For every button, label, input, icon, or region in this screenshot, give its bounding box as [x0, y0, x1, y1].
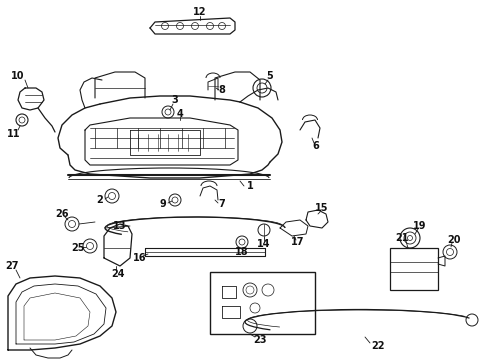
Text: 25: 25 [71, 243, 85, 253]
Text: 17: 17 [291, 237, 305, 247]
Text: 9: 9 [160, 199, 167, 209]
Bar [390, 248, 438, 290]
Text: 12: 12 [193, 7, 207, 17]
Text: 4: 4 [176, 109, 183, 119]
Text: 6: 6 [313, 141, 319, 151]
Text: 20: 20 [447, 235, 461, 245]
Text: 5: 5 [267, 71, 273, 81]
Text: 11: 11 [7, 129, 21, 139]
Text: 14: 14 [257, 239, 271, 249]
Text: 10: 10 [11, 71, 25, 81]
Text: 23: 23 [253, 335, 267, 345]
Text: 26: 26 [55, 209, 69, 219]
Text: 21: 21 [395, 233, 409, 243]
Text: 24: 24 [111, 269, 125, 279]
Text: 27: 27 [5, 261, 19, 271]
Text: 3: 3 [172, 95, 178, 105]
Text: 15: 15 [315, 203, 329, 213]
Text: 2: 2 [97, 195, 103, 205]
Text: 7: 7 [219, 199, 225, 209]
Text: 1: 1 [246, 181, 253, 191]
Text: 22: 22 [371, 341, 385, 351]
Text: 18: 18 [235, 247, 249, 257]
Bar [210, 272, 315, 334]
Text: 16: 16 [133, 253, 147, 263]
Text: 19: 19 [413, 221, 427, 231]
Text: 8: 8 [219, 85, 225, 95]
Text: 13: 13 [113, 221, 127, 231]
